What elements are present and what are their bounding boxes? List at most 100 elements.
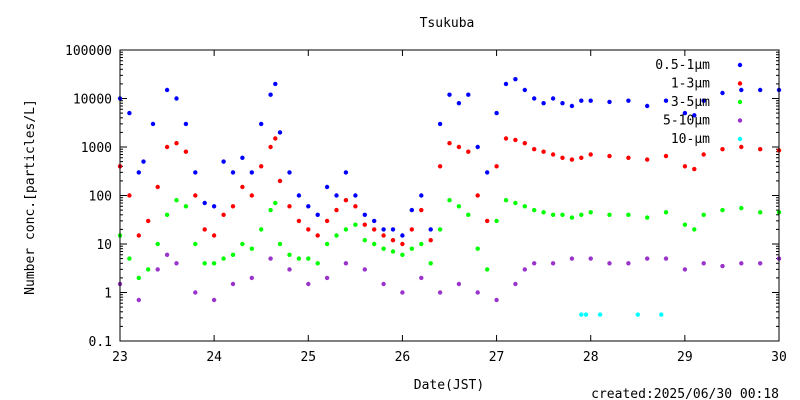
data-point (579, 98, 584, 103)
data-point (560, 101, 565, 106)
data-point (692, 113, 697, 118)
data-point (560, 155, 565, 160)
data-point (268, 144, 273, 150)
data-point (579, 312, 584, 317)
data-point (362, 222, 367, 227)
data-point (287, 204, 292, 209)
data-point (550, 212, 556, 217)
data-point (230, 170, 236, 175)
data-point (334, 193, 339, 198)
data-point (456, 101, 462, 106)
data-point (532, 147, 537, 152)
legend-label: 3-5μm (671, 95, 710, 110)
data-point (268, 207, 273, 213)
data-point (211, 297, 217, 303)
data-point (127, 193, 132, 198)
data-point (588, 256, 593, 261)
data-point (390, 227, 396, 232)
data-point (720, 207, 725, 213)
data-point (183, 204, 189, 209)
data-point (287, 170, 292, 175)
data-point (701, 212, 706, 217)
data-point (362, 267, 367, 272)
data-point (193, 193, 198, 198)
data-point (569, 256, 575, 261)
data-point (193, 290, 198, 295)
data-point (334, 207, 339, 213)
series-3 (117, 252, 782, 303)
data-point (381, 246, 386, 251)
x-tick-label: 26 (395, 350, 411, 365)
data-point (494, 297, 499, 303)
series-4 (579, 312, 664, 317)
data-point (324, 241, 330, 247)
data-point (127, 256, 132, 261)
legend-label: 5-10μm (663, 114, 710, 129)
data-point (141, 159, 146, 164)
data-point (259, 164, 264, 169)
data-point (682, 222, 688, 227)
legend-marker (737, 81, 743, 86)
data-point (663, 256, 669, 261)
data-point (230, 252, 236, 257)
data-point (174, 96, 179, 101)
data-point (202, 227, 207, 232)
data-point (409, 246, 414, 251)
data-point (202, 200, 207, 206)
data-point (400, 252, 405, 257)
data-point (485, 218, 490, 224)
data-point (475, 193, 480, 198)
data-point (419, 193, 424, 198)
data-point (447, 141, 452, 146)
data-point (692, 227, 697, 232)
data-point (513, 200, 518, 206)
data-point (607, 99, 612, 105)
data-point (428, 227, 433, 232)
legend-marker (737, 118, 743, 123)
data-point (626, 261, 631, 266)
data-point (663, 98, 669, 103)
data-point (268, 256, 273, 261)
data-point (522, 141, 527, 146)
data-point (437, 227, 443, 232)
data-point (550, 261, 556, 266)
data-point (306, 204, 311, 209)
plot-frame (119, 49, 780, 342)
data-point (164, 212, 170, 217)
data-point (183, 149, 189, 154)
data-point (164, 87, 170, 93)
data-point (249, 193, 254, 198)
data-point (645, 215, 650, 220)
data-point (381, 281, 386, 287)
y-tick-label: 100000 (65, 44, 112, 59)
data-point (503, 81, 509, 87)
data-point (211, 233, 217, 238)
data-point (343, 198, 349, 203)
y-tick-label: 10 (96, 238, 112, 253)
data-point (249, 170, 254, 175)
data-point (437, 164, 443, 169)
data-point (183, 121, 189, 127)
data-point (343, 261, 349, 266)
data-point (513, 281, 518, 287)
data-point (259, 121, 264, 127)
data-point (136, 297, 141, 303)
x-tick-label: 27 (489, 350, 505, 365)
data-point (659, 312, 664, 317)
data-point (324, 218, 330, 224)
data-point (663, 153, 669, 159)
data-point (522, 87, 527, 93)
data-point (494, 110, 499, 116)
data-point (174, 141, 179, 146)
x-axis-label: Date(JST) (414, 378, 484, 393)
y-tick-label: 1 (104, 287, 112, 302)
data-point (273, 200, 278, 206)
x-tick-label: 23 (112, 350, 128, 365)
data-point (273, 136, 278, 141)
data-point (739, 261, 744, 266)
data-point (569, 215, 575, 220)
data-point (372, 218, 377, 224)
data-point (626, 98, 631, 103)
data-point (277, 130, 283, 135)
data-point (597, 312, 603, 317)
